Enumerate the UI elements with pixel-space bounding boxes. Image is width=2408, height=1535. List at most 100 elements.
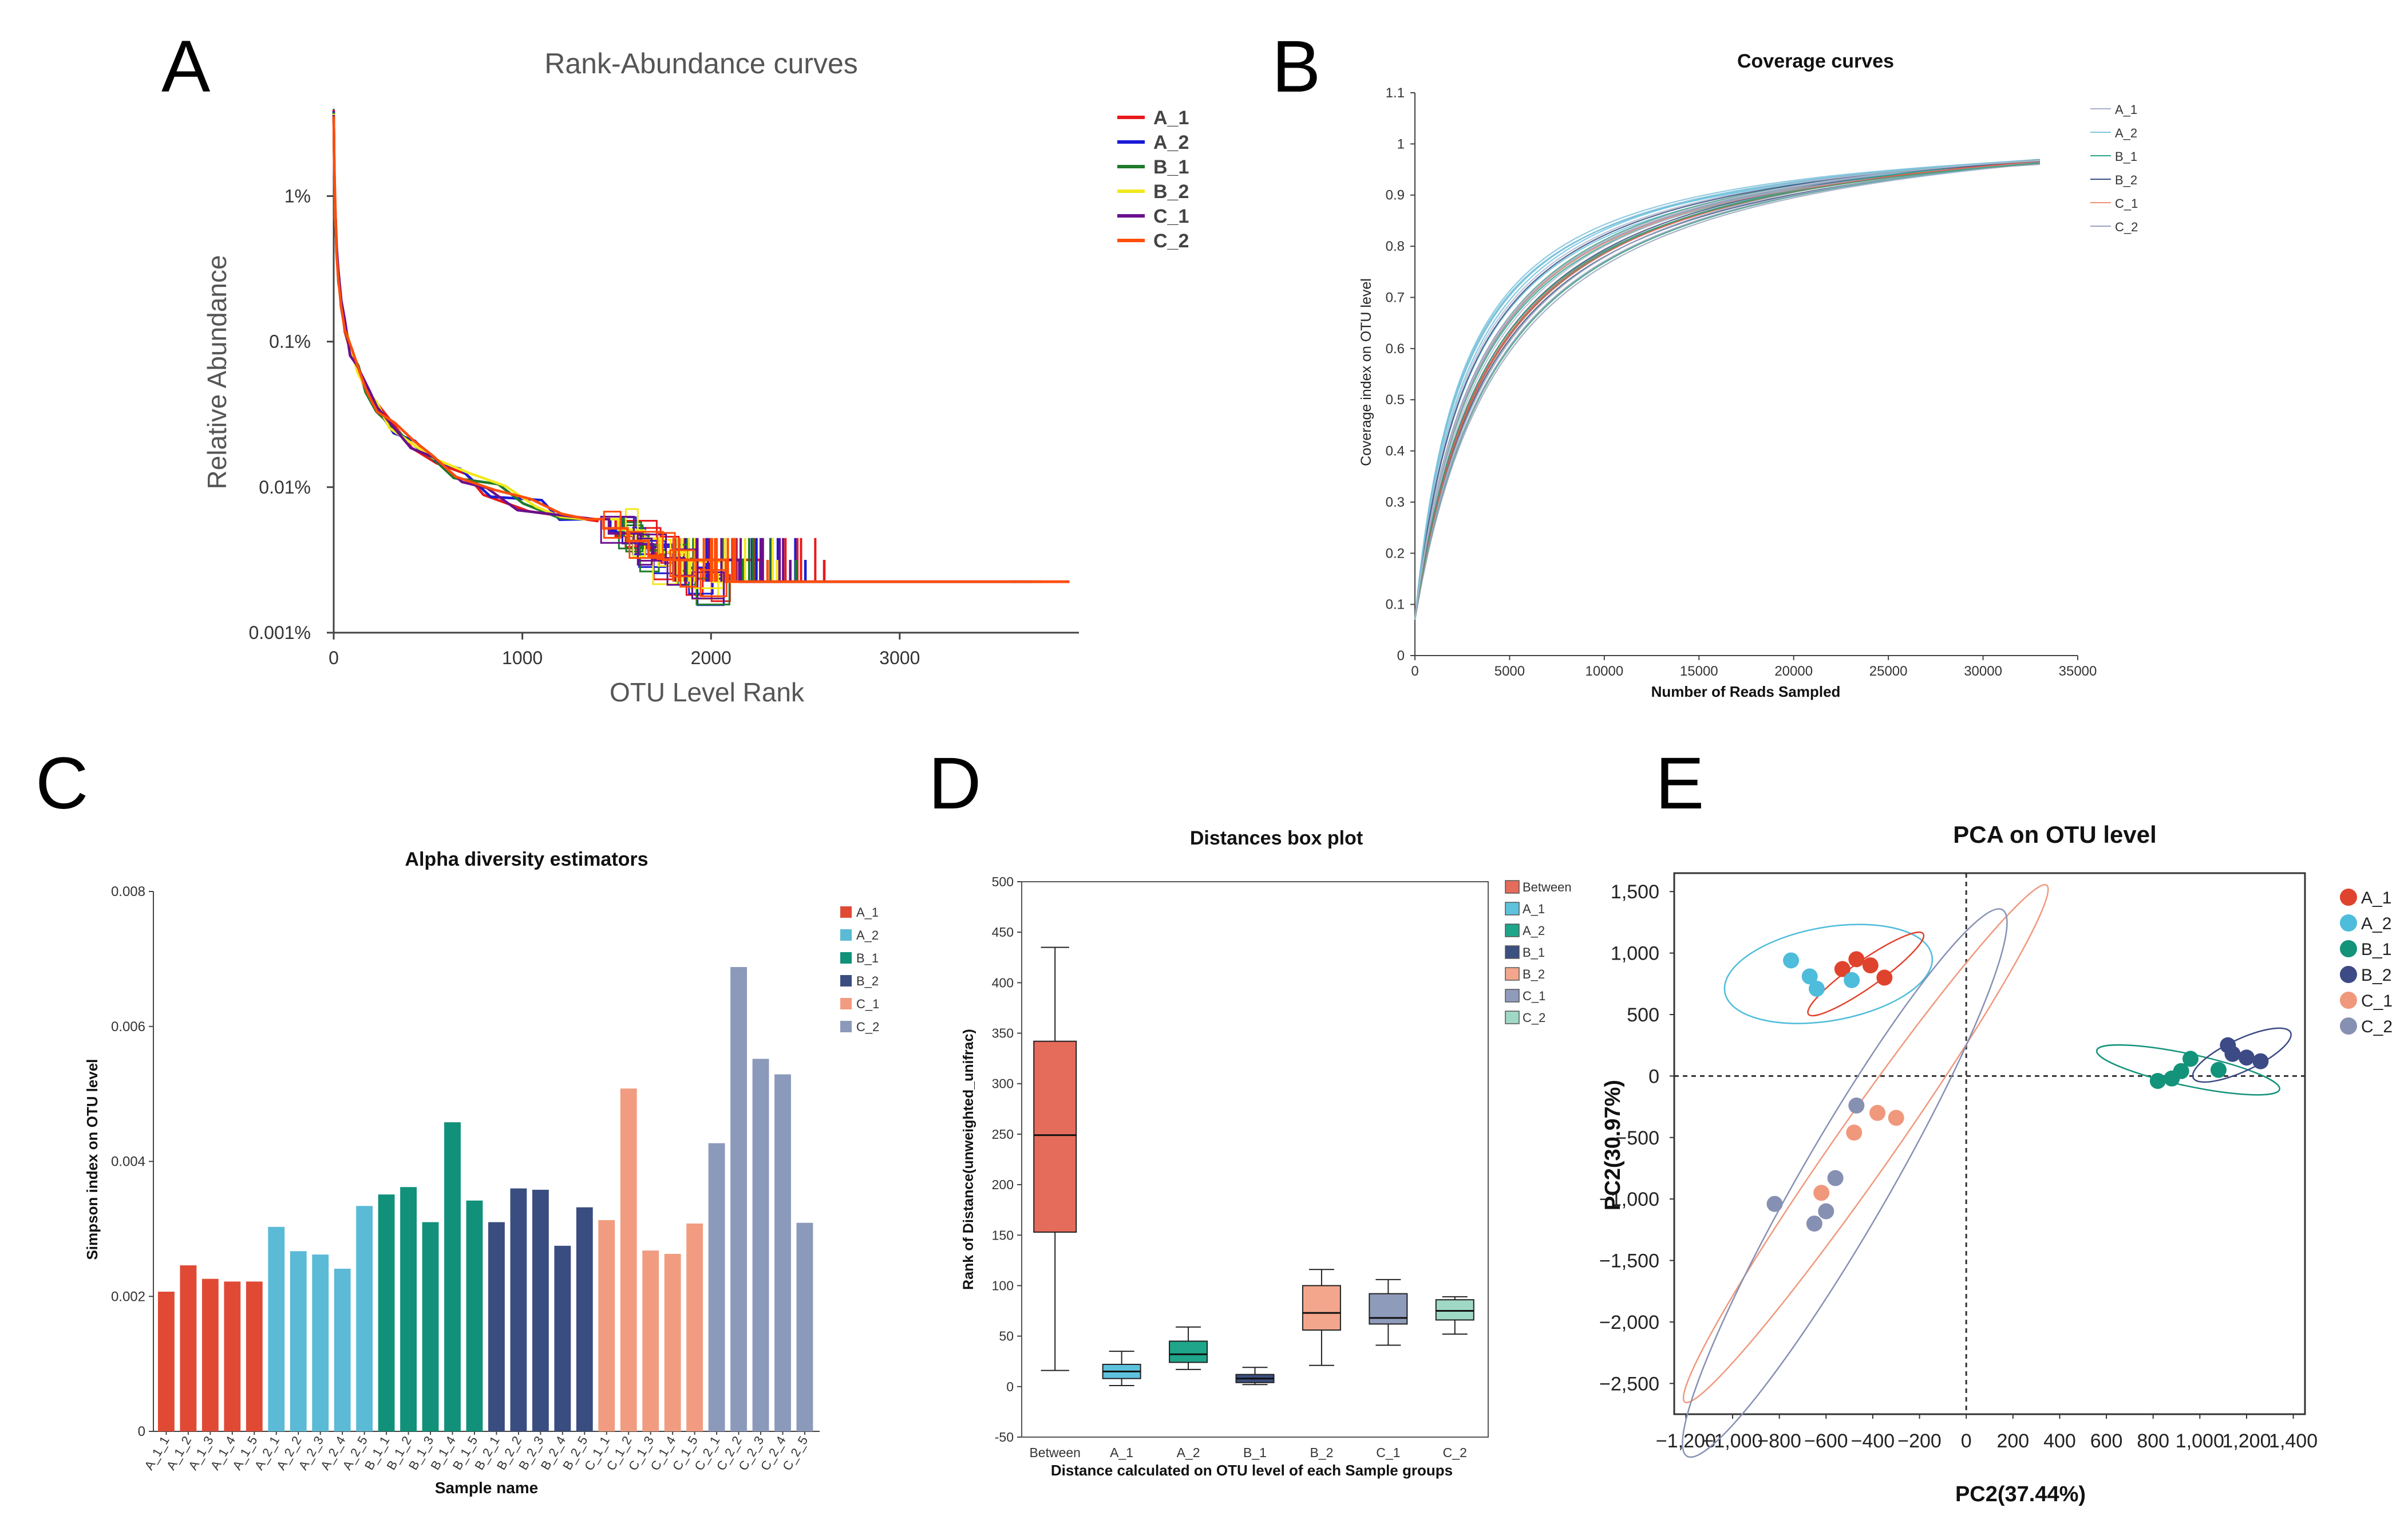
y-tick-label: 0 bbox=[1648, 1066, 1659, 1087]
bar-a-1-1 bbox=[158, 1291, 175, 1431]
legend-swatch-b-1 bbox=[2340, 940, 2357, 957]
alpha-diversity-chart: Alpha diversity estimators 0 0.002 0.004 0.0… bbox=[84, 849, 879, 1497]
y-tick-label: 0.002 bbox=[111, 1289, 145, 1304]
legend-swatch-a-2 bbox=[1505, 924, 1520, 937]
y-tick-label: 0.001% bbox=[248, 622, 311, 643]
x-tick-label: 800 bbox=[2137, 1430, 2169, 1452]
x-tick-label: 1000 bbox=[502, 648, 543, 668]
y-tick-label: −1,500 bbox=[1599, 1250, 1659, 1272]
y-tick-label: 0.1 bbox=[1386, 597, 1405, 613]
y-tick-label: 0.3 bbox=[1386, 495, 1405, 510]
x-tick-label: C_2 bbox=[1443, 1445, 1467, 1460]
y-tick-label: 0.4 bbox=[1386, 444, 1405, 459]
legend-label: A_2 bbox=[856, 928, 879, 942]
panel-label-a: A bbox=[161, 26, 211, 108]
legend-label: A_1 bbox=[2115, 102, 2137, 117]
legend-swatch-a-2 bbox=[2340, 914, 2357, 932]
legend-swatch-c-2 bbox=[2340, 1017, 2357, 1035]
coverage-curve bbox=[1414, 159, 2040, 620]
x-tick-label: 20000 bbox=[1774, 664, 1813, 679]
legend-swatch-b-2 bbox=[2340, 966, 2357, 983]
coverage-curve bbox=[1414, 160, 2040, 620]
bar-a-1-2 bbox=[180, 1265, 197, 1431]
x-tick-label: B_2 bbox=[1310, 1445, 1333, 1460]
legend-label: A_1 bbox=[1153, 107, 1189, 129]
legend-label: A_1 bbox=[2361, 889, 2391, 907]
point-c-1 bbox=[1869, 1104, 1886, 1121]
y-tick-label: 350 bbox=[992, 1026, 1014, 1041]
x-axis-label: Number of Reads Sampled bbox=[1651, 683, 1841, 700]
coverage-curve bbox=[1414, 160, 2040, 620]
legend-label: A_1 bbox=[856, 905, 879, 920]
series-line-b-1 bbox=[332, 112, 1042, 583]
legend-label: C_1 bbox=[2115, 196, 2138, 211]
box-b-2 bbox=[1302, 1285, 1341, 1331]
x-tick-label: 3000 bbox=[879, 648, 920, 668]
bar-b-1-5 bbox=[466, 1200, 483, 1431]
series-line-c-1 bbox=[332, 115, 1017, 583]
point-b-1 bbox=[2182, 1051, 2199, 1067]
coverage-curve bbox=[1414, 163, 2040, 620]
y-tick-label: 1 bbox=[1397, 136, 1405, 152]
x-tick-label: 0 bbox=[329, 648, 339, 668]
bar-a-2-5 bbox=[356, 1206, 373, 1431]
y-tick-label: 500 bbox=[1627, 1004, 1659, 1026]
coverage-curve bbox=[1414, 163, 2040, 620]
legend-label: A_2 bbox=[2115, 126, 2137, 140]
series-step-box bbox=[600, 515, 635, 544]
y-tick-label: 0 bbox=[1006, 1379, 1014, 1394]
coverage-curve bbox=[1414, 162, 2040, 620]
x-tick-label: 5000 bbox=[1494, 664, 1525, 679]
bar-b-1-2 bbox=[400, 1187, 417, 1431]
y-tick-label: 500 bbox=[992, 874, 1014, 889]
legend-swatch-c-1 bbox=[1505, 989, 1520, 1003]
coverage-curve bbox=[1414, 163, 2040, 620]
y-tick-label: 300 bbox=[992, 1076, 1014, 1091]
y-tick-label: 400 bbox=[992, 975, 1014, 990]
coverage-curve bbox=[1414, 159, 2040, 620]
series-line-a-2 bbox=[332, 111, 1032, 583]
series-step-box bbox=[679, 559, 697, 588]
ellipse-c-2 bbox=[1682, 908, 2008, 1458]
coverage-curve bbox=[1414, 163, 2040, 620]
point-a-1 bbox=[1876, 969, 1893, 986]
legend-label: B_2 bbox=[856, 974, 879, 988]
bar-c-1-5 bbox=[686, 1223, 703, 1431]
point-b-2 bbox=[2252, 1053, 2269, 1070]
y-axis-label: Simpson index on OTU level bbox=[84, 1059, 101, 1260]
coverage-curve bbox=[1414, 160, 2040, 620]
bar-a-2-1 bbox=[268, 1226, 285, 1431]
bar-b-2-2 bbox=[510, 1188, 527, 1431]
box-a-2 bbox=[1169, 1340, 1208, 1363]
series-step-box bbox=[657, 532, 676, 561]
coverage-curve bbox=[1414, 161, 2040, 620]
y-tick-label: 200 bbox=[992, 1177, 1014, 1192]
y-tick-label: 0.2 bbox=[1386, 546, 1405, 561]
legend-label: B_1 bbox=[1153, 156, 1189, 178]
x-tick-label: −800 bbox=[1757, 1430, 1801, 1452]
legend-label: B_2 bbox=[2361, 966, 2391, 985]
x-tick-label: 600 bbox=[2090, 1430, 2123, 1452]
coverage-chart: Coverage curves 0 5000 10000 15000 20000 25000… bbox=[1358, 50, 2138, 700]
x-tick-label: −1,200 bbox=[1656, 1430, 1716, 1452]
chart-title: Coverage curves bbox=[1737, 50, 1894, 72]
x-axis-label: PC2(37.44%) bbox=[1955, 1482, 2086, 1506]
y-tick-label: 0.008 bbox=[111, 884, 145, 899]
x-tick-label: 0 bbox=[1961, 1430, 1972, 1452]
x-tick-label: A_2 bbox=[1177, 1445, 1200, 1460]
legend-label: C_2 bbox=[1523, 1011, 1545, 1025]
legend-label: A_2 bbox=[1523, 924, 1545, 938]
legend-swatch-a-2 bbox=[840, 929, 852, 941]
ellipse-a-2 bbox=[1723, 924, 1933, 1024]
box-c-2 bbox=[1435, 1299, 1474, 1321]
x-axis-label: Sample name bbox=[435, 1479, 539, 1497]
legend-label: B_1 bbox=[1523, 945, 1545, 960]
legend-label: C_1 bbox=[2361, 992, 2393, 1011]
y-tick-label: 0.006 bbox=[111, 1019, 145, 1035]
coverage-curve bbox=[1414, 161, 2040, 620]
x-tick-label: 200 bbox=[1996, 1430, 2029, 1452]
coverage-curve bbox=[1414, 161, 2040, 620]
legend-swatch-b-2 bbox=[840, 975, 852, 986]
legend-swatch-between bbox=[1505, 880, 1520, 894]
x-tick-label: −600 bbox=[1804, 1430, 1848, 1452]
